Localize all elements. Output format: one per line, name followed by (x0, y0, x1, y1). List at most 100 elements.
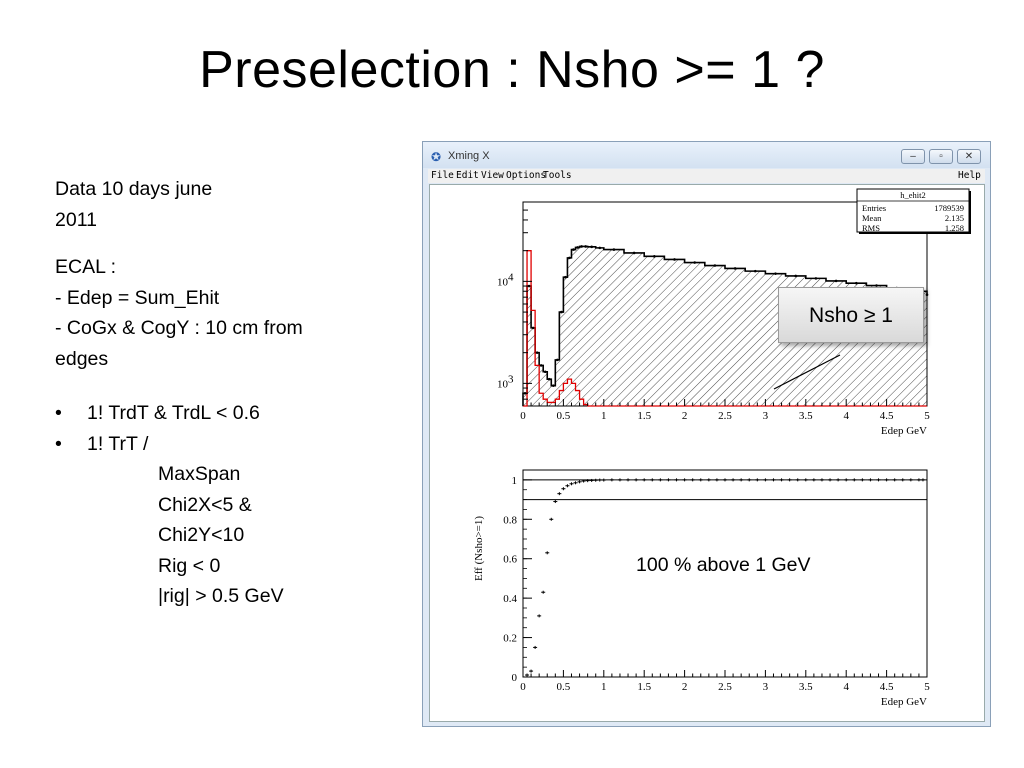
hist-x-tick-label: 4 (843, 410, 849, 422)
root-canvas[interactable]: 0 0.5 1 1.5 2 2.5 3 3.5 4 4.5 5 Edep GeV 10 3 10 4 h_ehi… (429, 184, 985, 722)
hist-point (713, 264, 717, 267)
hist-x-tick-label: 3 (763, 410, 769, 422)
stats-row-value: 2.135 (945, 213, 964, 223)
eff-x-tick-label: 3.5 (799, 681, 813, 693)
hist-x-tick-label: 5 (924, 410, 930, 422)
notes-text: Data 10 days june 2011 ECAL : - Edep = S… (55, 174, 375, 612)
hist-x-tick-label: 1 (601, 410, 607, 422)
hist-point (855, 281, 858, 285)
bullet-2-sub: |rig| > 0.5 GeV (158, 585, 284, 607)
eff-x-tick-label: 0 (520, 681, 526, 693)
eff-x-tick-label: 2 (682, 681, 688, 693)
stats-row-label: Entries (862, 203, 886, 213)
stats-row-value: 1.258 (945, 223, 964, 233)
menu-options[interactable]: Options (506, 170, 547, 181)
hist-point (535, 351, 539, 354)
hist-point (584, 245, 587, 248)
hist-point (590, 245, 593, 249)
stats-title: h_ehit2 (900, 190, 926, 200)
hist-point (774, 272, 777, 275)
hist-point (925, 293, 929, 297)
eff-y-tick-label: 0 (512, 672, 518, 684)
hist-x-tick-label: 2.5 (718, 410, 732, 422)
hist-point (576, 246, 579, 249)
bullet-2-text: 1! TrT / (87, 432, 149, 455)
hist-point (572, 248, 575, 251)
hist-point (527, 284, 531, 288)
eff-x-tick-label: 2.5 (718, 681, 732, 693)
hist-point (531, 326, 535, 330)
efficiency-note: 100 % above 1 GeV (636, 554, 811, 576)
hist-point (598, 246, 602, 250)
hist-point (653, 255, 656, 258)
eff-x-label: Edep GeV (881, 696, 927, 708)
stats-row-value: 1789539 (934, 203, 964, 213)
menu-file[interactable]: File (431, 170, 454, 181)
bullet-1-text: 1! TrdT & TrdL < 0.6 (87, 402, 260, 424)
menubar: File Edit View Options Tools Help (428, 169, 985, 183)
hist-point (612, 248, 616, 251)
hist-point (632, 251, 636, 255)
callout-pointer-line (773, 354, 841, 390)
bullet-dot: • (55, 432, 62, 455)
hist-y-tick-label: 10 (497, 276, 509, 288)
menu-view[interactable]: View (481, 170, 504, 181)
ecal-line-3: edges (55, 347, 109, 370)
window-titlebar[interactable]: ✪ Xming X – ▫ ✕ (423, 142, 990, 168)
stats-row-label: Mean (862, 213, 882, 223)
hist-point (556, 358, 559, 362)
hist-point (834, 279, 838, 283)
eff-x-tick-label: 4 (843, 681, 849, 693)
hist-point (875, 284, 878, 287)
bullet-2-sub: Chi2Y<10 (158, 524, 245, 546)
hist-x-tick-label: 0 (520, 410, 526, 422)
eff-y-tick-label: 0.8 (503, 514, 517, 526)
bullet-2: • 1! TrT / (55, 429, 375, 460)
hist-point (693, 261, 696, 264)
nsho-callout: Nsho ≥ 1 (778, 287, 924, 343)
ecal-line-1: - Edep = Sum_Ehit (55, 286, 220, 309)
slide-title: Preselection : Nsho >= 1 ? (199, 41, 825, 99)
eff-x-tick-label: 3 (763, 681, 769, 693)
window-title: Xming X (448, 150, 490, 162)
hist-fill-0 (523, 246, 927, 406)
bullet-dot: • (55, 402, 62, 424)
bullet-2-sub: Rig < 0 (158, 554, 221, 577)
hist-y-tick-exponent: 4 (508, 271, 514, 283)
maximize-button[interactable]: ▫ (929, 149, 953, 164)
xming-app-icon: ✪ (431, 150, 442, 164)
hist-y-tick-exponent: 3 (508, 373, 514, 385)
hist-point (539, 364, 543, 367)
menu-tools[interactable]: Tools (543, 170, 572, 181)
hist-x-tick-label: 3.5 (799, 410, 813, 422)
hist-point (673, 258, 676, 261)
hist-x-label: Edep GeV (881, 425, 927, 437)
bullet-2-sub: MaxSpan (158, 463, 241, 485)
hist-point (794, 274, 797, 278)
eff-x-tick-label: 1 (601, 681, 607, 693)
eff-y-tick-label: 0.6 (503, 554, 517, 566)
hist-point (754, 269, 757, 273)
eff-x-tick-label: 5 (924, 681, 930, 693)
hist-y-tick-label: 10 (497, 378, 509, 390)
hist-point (543, 370, 547, 374)
ecal-line-2: - CoGx & CogY : 10 cm from (55, 317, 303, 339)
hist-x-tick-label: 1.5 (637, 410, 651, 422)
hist-point (568, 256, 571, 260)
eff-y-tick-label: 0.2 (503, 633, 517, 645)
eff-y-tick-label: 0.4 (503, 593, 517, 605)
hist-point (547, 377, 551, 381)
data-line-2: 2011 (55, 208, 97, 231)
close-button[interactable]: ✕ (957, 149, 981, 164)
ecal-header: ECAL : (55, 256, 117, 278)
menu-edit[interactable]: Edit (456, 170, 479, 181)
menu-help[interactable]: Help (958, 170, 981, 181)
stats-box (856, 188, 970, 233)
bullet-2-sub: Chi2X<5 & (158, 493, 252, 516)
minimize-button[interactable]: – (901, 149, 925, 164)
hist-point (580, 245, 583, 248)
eff-x-tick-label: 0.5 (557, 681, 571, 693)
data-line-1: Data 10 days june (55, 178, 213, 200)
hist-point (560, 310, 563, 314)
hist-point (564, 275, 567, 279)
